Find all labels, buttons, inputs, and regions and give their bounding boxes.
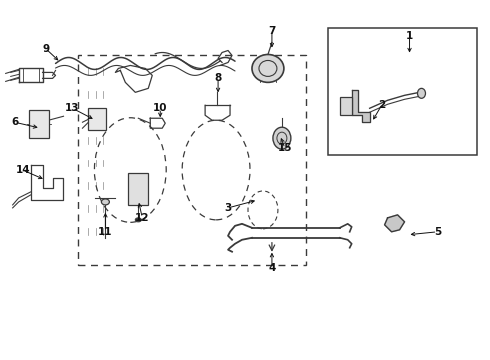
Text: 2: 2 [378,100,385,110]
Text: 6: 6 [11,117,18,127]
Bar [340,97,352,115]
Text: 12: 12 [135,213,149,223]
Bar [89,108,106,130]
Text: 14: 14 [15,165,30,175]
Text: 9: 9 [42,44,49,54]
Bar [128,173,148,205]
Ellipse shape [101,199,109,205]
Text: 13: 13 [65,103,80,113]
Ellipse shape [135,218,141,222]
Text: 1: 1 [406,31,413,41]
Polygon shape [352,90,369,122]
Ellipse shape [252,54,284,82]
Text: 5: 5 [434,227,441,237]
Text: 7: 7 [268,26,275,36]
Text: 8: 8 [215,73,221,84]
Ellipse shape [417,88,425,98]
Text: 3: 3 [224,203,232,213]
Polygon shape [385,215,405,232]
Ellipse shape [273,127,291,149]
Text: 11: 11 [98,227,113,237]
Text: 10: 10 [153,103,168,113]
Bar [328,28,477,155]
Text: 4: 4 [268,263,275,273]
Bar [78,55,306,265]
Bar [28,110,49,138]
Text: 15: 15 [278,143,292,153]
